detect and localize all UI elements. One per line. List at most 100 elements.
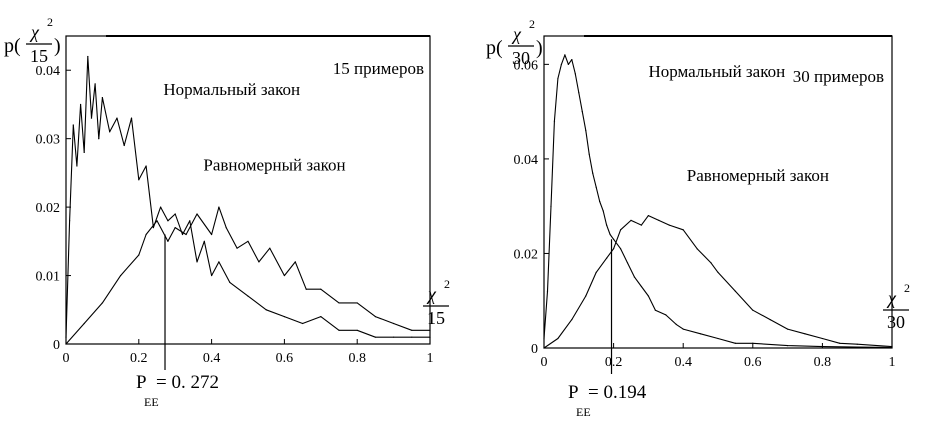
data-point [83, 151, 85, 153]
data-point [571, 319, 573, 321]
data-point [116, 117, 118, 119]
data-point [588, 153, 590, 155]
data-point [374, 316, 376, 318]
data-point [283, 274, 285, 277]
data-point [101, 97, 103, 99]
data-point [717, 271, 719, 273]
data-point [145, 233, 147, 236]
y-axis-label-numerator: χ [511, 24, 522, 44]
y-tick-label: 0.03 [36, 133, 61, 148]
x-axis-label: χ 2 30 [883, 281, 910, 332]
data-point [189, 220, 191, 222]
data-point [218, 206, 220, 208]
y-axis-label-prefix: p( [4, 35, 21, 57]
data-point [585, 129, 587, 132]
data-point [90, 117, 93, 119]
data-point [668, 224, 670, 226]
data-point [247, 295, 249, 297]
data-point [211, 274, 213, 277]
data-point [98, 138, 100, 140]
y-tick-label: 0.06 [514, 58, 539, 73]
data-point [787, 328, 789, 330]
y-axis-label-suffix: ) [536, 37, 543, 59]
data-point [338, 302, 340, 304]
y-axis-label: p(χ 2 15) [4, 15, 61, 66]
y-tick-label: 0.04 [36, 64, 61, 79]
data-point [72, 124, 74, 126]
data-point [599, 200, 601, 203]
data-point [196, 261, 198, 263]
chart-right-30: 0 0.02 0.04 0.06 0 0.2 0.4 0.6 0.8 1 30 примеров Но… [486, 17, 910, 419]
data-point [185, 233, 187, 236]
series-annotation: Нормальный закон [648, 62, 785, 81]
chart-left-15: 0 0.01 0.02 0.03 0.04 0 0.2 0.4 0.6 0.8 1 15 пример… [4, 15, 450, 409]
x-tick-label: 1 [889, 355, 896, 370]
data-point [247, 240, 249, 242]
data-point [174, 213, 176, 215]
y-axis-label-numerator: χ [29, 22, 40, 42]
data-point [787, 345, 789, 347]
data-point [160, 206, 162, 208]
y-tick-label: 0.02 [36, 201, 61, 216]
data-point [283, 316, 285, 318]
data-point [320, 316, 322, 318]
data-point [225, 227, 227, 229]
data-point [167, 220, 169, 222]
pee-value: = 0.194 [588, 382, 647, 403]
data-point [294, 261, 296, 263]
x-tick-label: 0.4 [203, 351, 221, 366]
data-point [550, 205, 552, 207]
data-point [804, 333, 806, 335]
series-annotation: Равномерный закон [687, 166, 829, 185]
data-point [543, 347, 545, 349]
series-line-uniform [543, 215, 893, 349]
data-point [891, 345, 893, 348]
x-tick-label: 0.4 [674, 355, 692, 370]
data-point [856, 346, 858, 348]
data-point [302, 322, 304, 325]
data-point [305, 288, 307, 290]
data-point [109, 131, 111, 133]
data-point [585, 295, 587, 297]
data-point [619, 248, 622, 250]
data-point [560, 63, 563, 65]
y-tick-label: 0 [53, 338, 60, 353]
y-axis-label-exponent: 2 [529, 17, 535, 31]
data-point [130, 117, 133, 119]
data-point [606, 257, 608, 259]
data-point [181, 233, 184, 236]
y-axis-label-suffix: ) [54, 35, 61, 57]
data-point [595, 271, 597, 273]
x-tick-label: 0.6 [276, 351, 294, 366]
data-point [269, 247, 271, 249]
data-point [647, 215, 650, 217]
data-point [138, 254, 140, 256]
x-axis-label-numerator: χ [886, 288, 897, 308]
x-tick-label: 1 [427, 351, 434, 366]
data-point [658, 219, 660, 221]
data-point [752, 309, 754, 311]
data-point [564, 54, 566, 56]
series-line-normal [543, 54, 893, 349]
x-axis-label-denominator: 30 [887, 312, 905, 332]
data-point [821, 345, 824, 348]
data-point [94, 83, 96, 85]
data-point [682, 328, 684, 330]
x-tick-label: 0.2 [130, 351, 148, 366]
data-point [236, 247, 238, 249]
x-tick-label: 0.6 [744, 355, 762, 370]
data-point [167, 240, 169, 242]
data-point [83, 322, 85, 325]
series-line-uniform [65, 206, 430, 345]
data-point [69, 220, 71, 222]
data-point [696, 248, 698, 250]
data-point [710, 262, 712, 264]
data-point [429, 336, 431, 338]
data-point [734, 290, 737, 292]
x-tick-label: 0.8 [348, 351, 366, 366]
data-point [120, 274, 122, 277]
x-tick-label: 0.2 [605, 355, 623, 370]
data-point [619, 229, 622, 231]
data-point [553, 120, 556, 122]
